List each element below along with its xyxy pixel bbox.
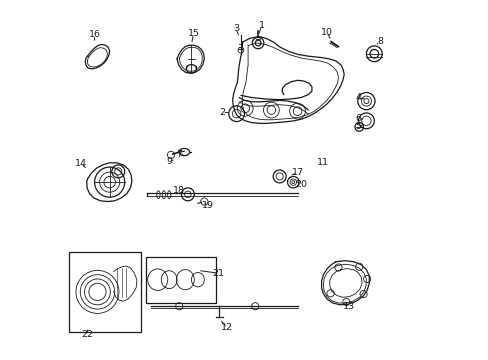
Text: 18: 18: [173, 186, 185, 195]
Text: 16: 16: [88, 30, 101, 39]
Text: 14: 14: [75, 159, 87, 168]
Text: 17: 17: [291, 168, 303, 177]
Text: 21: 21: [212, 269, 224, 278]
Text: 19: 19: [202, 201, 213, 210]
Text: 9: 9: [166, 157, 172, 166]
Text: 20: 20: [295, 180, 306, 189]
Text: 7: 7: [176, 150, 182, 159]
Text: 5: 5: [355, 122, 361, 131]
Bar: [69, 252, 141, 332]
Text: 12: 12: [221, 323, 233, 332]
Text: 4: 4: [355, 93, 361, 102]
Bar: [145, 257, 215, 303]
Text: 8: 8: [376, 37, 382, 46]
Text: 6: 6: [355, 114, 361, 123]
Text: 15: 15: [187, 29, 199, 38]
Text: 2: 2: [219, 108, 225, 117]
Text: 22: 22: [81, 330, 93, 339]
Text: 11: 11: [317, 158, 329, 167]
Text: 1: 1: [258, 21, 264, 30]
Text: 13: 13: [343, 302, 355, 311]
Text: 3: 3: [232, 24, 239, 33]
Text: 10: 10: [320, 28, 332, 37]
